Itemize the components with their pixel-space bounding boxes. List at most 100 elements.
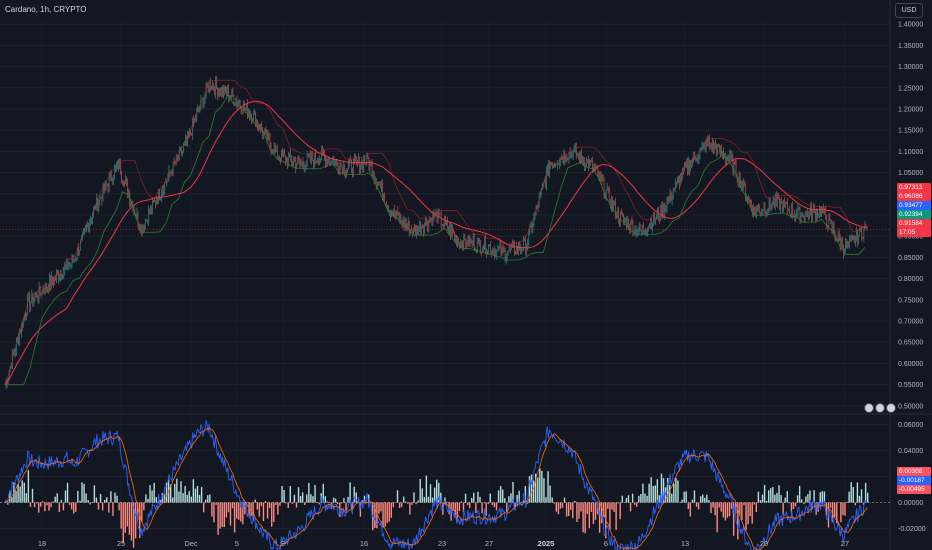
histogram-bar	[636, 502, 638, 507]
histogram-bar	[419, 479, 421, 503]
histogram-bar	[629, 502, 632, 512]
histogram-bar	[5, 502, 7, 503]
histogram-bar	[126, 502, 129, 527]
histogram-bar	[211, 502, 213, 517]
time-axis-label: 9	[281, 539, 285, 548]
histogram-bar	[301, 492, 304, 503]
flag-icon[interactable]	[875, 403, 885, 413]
histogram-bar	[526, 502, 529, 504]
histogram-bar	[683, 491, 685, 503]
osc-tag: -0.00495	[897, 485, 931, 494]
histogram-bar	[347, 496, 349, 503]
osc-tag: 0.00308	[897, 467, 931, 476]
histogram-bar	[501, 489, 504, 503]
histogram-bar	[673, 483, 675, 503]
histogram-bar	[545, 497, 547, 503]
histogram-bar	[190, 496, 192, 503]
histogram-bar	[128, 502, 131, 535]
histogram-bar	[318, 502, 320, 505]
histogram-bar	[337, 502, 339, 505]
histogram-bar	[176, 478, 178, 503]
currency-button[interactable]: USD	[895, 3, 923, 18]
histogram-bar	[776, 492, 778, 503]
histogram-bar	[755, 502, 758, 512]
histogram-bar	[825, 502, 828, 516]
histogram-bar	[858, 495, 861, 503]
histogram-bar	[567, 502, 570, 517]
histogram-bar	[551, 497, 553, 503]
histogram-bar	[367, 494, 370, 503]
price-tag: 0.96086	[897, 192, 931, 201]
histogram-bar	[759, 500, 762, 503]
histogram-bar	[747, 502, 749, 525]
price-axis-label: 0.65000	[898, 340, 923, 347]
histogram-bar	[780, 495, 782, 503]
histogram-bar	[382, 502, 384, 528]
histogram-bar	[407, 502, 409, 504]
histogram-bar	[374, 502, 376, 529]
histogram-bar	[215, 502, 217, 505]
histogram-bar	[70, 502, 73, 510]
histogram-bar	[768, 490, 770, 503]
histogram-bar	[578, 502, 580, 519]
time-axis-label: 25	[117, 539, 125, 548]
histogram-bar	[29, 502, 32, 507]
histogram-bar	[322, 483, 324, 503]
histogram-bar	[572, 502, 574, 519]
histogram-bar	[631, 493, 634, 503]
histogram-bar	[95, 497, 98, 503]
histogram-bar	[221, 502, 223, 528]
histogram-bar	[613, 502, 615, 512]
histogram-bar	[423, 497, 426, 503]
indicator-icons[interactable]	[864, 403, 896, 413]
histogram-bar	[788, 502, 791, 504]
histogram-bar	[625, 498, 628, 503]
alert-icon[interactable]	[864, 403, 874, 413]
histogram-bar	[652, 485, 654, 503]
histogram-bar	[621, 495, 623, 503]
histogram-bar	[136, 502, 139, 521]
histogram-bar	[662, 478, 665, 503]
histogram-bar	[485, 502, 487, 516]
histogram-bar	[456, 502, 459, 522]
histogram-bar	[227, 502, 230, 513]
histogram-bar	[341, 502, 343, 504]
histogram-bar	[213, 502, 215, 523]
histogram-bar	[543, 478, 545, 503]
histogram-bar	[821, 491, 824, 503]
histogram-bar	[574, 500, 576, 503]
histogram-bar	[132, 502, 135, 548]
histogram-bar	[400, 502, 403, 508]
histogram-bar	[194, 488, 197, 503]
histogram-bar	[801, 499, 803, 503]
histogram-bar	[654, 485, 656, 503]
histogram-bar	[35, 502, 38, 504]
histogram-bar	[570, 502, 572, 510]
price-tag: 17:05	[897, 228, 931, 237]
histogram-bar	[473, 492, 475, 503]
histogram-bar	[561, 502, 564, 508]
histogram-bar	[172, 497, 174, 503]
histogram-bar	[363, 495, 366, 503]
histogram-bar	[99, 494, 102, 503]
histogram-bar	[198, 494, 201, 503]
histogram-bar	[163, 494, 166, 503]
histogram-bar	[458, 502, 461, 512]
histogram-bar	[66, 482, 69, 503]
oscillator-pane	[0, 420, 890, 550]
histogram-bar	[590, 502, 593, 512]
histogram-bar	[844, 502, 846, 516]
histogram-bar	[73, 502, 75, 514]
flag-icon[interactable]	[886, 403, 896, 413]
histogram-bar	[489, 493, 492, 503]
histogram-bar	[867, 492, 869, 503]
histogram-bar	[520, 502, 522, 503]
histogram-bar	[611, 502, 613, 510]
histogram-bar	[291, 502, 294, 504]
histogram-bar	[108, 502, 110, 513]
histogram-bar	[506, 502, 508, 513]
histogram-bar	[122, 502, 124, 544]
histogram-bar	[633, 502, 636, 505]
histogram-bar	[468, 502, 471, 509]
